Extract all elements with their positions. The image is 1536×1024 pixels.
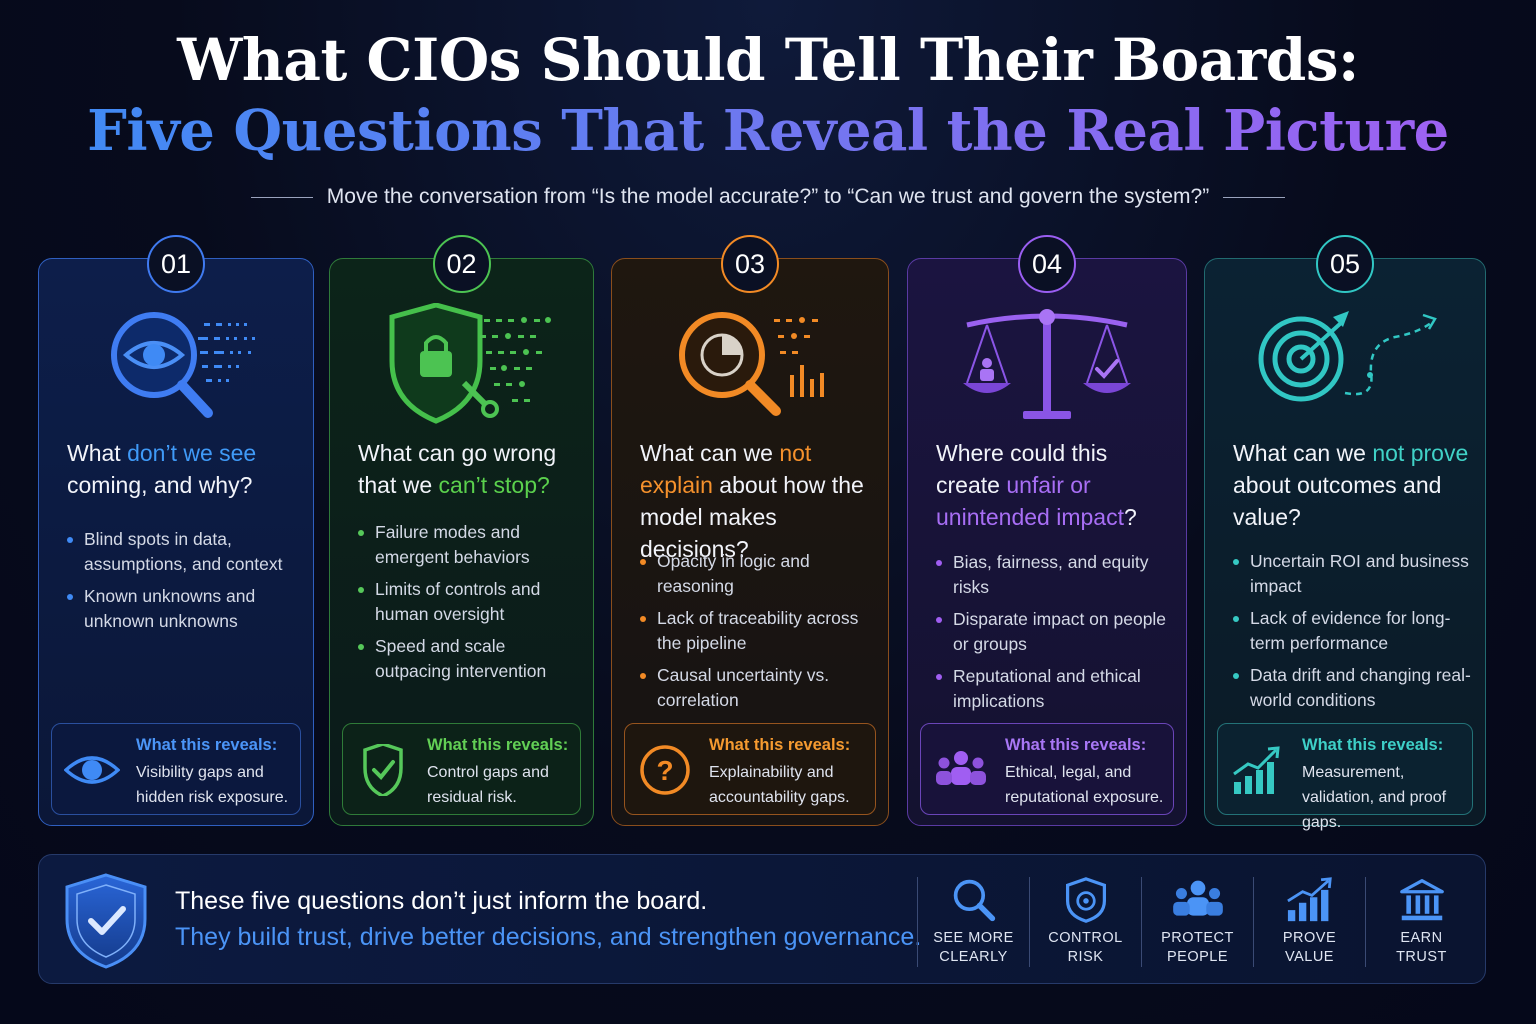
question-card-2: 02 What can go wrong that we can’t stop?…	[329, 235, 594, 826]
scales-icon	[908, 303, 1186, 433]
eye-icon	[64, 756, 120, 784]
question-text: What can we not explain about how the mo…	[640, 440, 864, 562]
shield-gear-icon	[1065, 877, 1106, 923]
question-card-3: 03 What can we not explain about how the…	[611, 235, 889, 826]
target-arrow-icon	[1205, 303, 1485, 433]
pillar-earn-trust: EARN TRUST	[1365, 877, 1477, 967]
bullet-list: Uncertain ROI and business impact Lack o…	[1233, 549, 1471, 720]
question-text: Where could this create unfair or uninte…	[936, 440, 1137, 530]
footer-line-1: These five questions don’t just inform t…	[175, 887, 708, 915]
pillar-prove-value: PROVE VALUE	[1253, 877, 1365, 967]
list-item: Lack of evidence for long-term performan…	[1233, 606, 1471, 655]
shield-check-icon	[65, 873, 147, 969]
list-item: Speed and scale outpacing intervention	[358, 634, 579, 683]
reveal-title: What this reveals:	[1302, 736, 1444, 754]
bullet-list: Opacity in logic and reasoning Lack of t…	[640, 549, 874, 720]
list-item: Reputational and ethical implications	[936, 664, 1172, 713]
page-title: What CIOs Should Tell Their Boards:	[177, 26, 1359, 94]
subtitle-row: Move the conversation from “Is the model…	[0, 182, 1536, 212]
question-card-1: 01 What don’t we see coming, and why? Bl…	[38, 235, 314, 826]
pillar-see-more-clearly: SEE MORE CLEARLY	[917, 877, 1029, 967]
pillar-label: SEE MORE CLEARLY	[933, 930, 1014, 965]
bullet-list: Blind spots in data, assumptions, and co…	[67, 527, 299, 641]
list-item: Data drift and changing real-world condi…	[1233, 663, 1471, 712]
question-highlight: not explain	[640, 440, 812, 498]
question-highlight: don’t we see	[127, 440, 257, 466]
list-item: Bias, fairness, and equity risks	[936, 550, 1172, 599]
bullet-list: Bias, fairness, and equity risks Dispara…	[936, 550, 1172, 721]
question-text: What can we not prove about outcomes and…	[1233, 440, 1469, 530]
magnifier-eye-icon	[39, 303, 313, 433]
shield-lock-icon	[330, 303, 593, 433]
question-card-5: 05 What can we not prove about outcomes …	[1204, 235, 1486, 831]
magnifier-chart-icon	[612, 303, 888, 433]
card-number-badge: 03	[721, 235, 779, 293]
bullet-list: Failure modes and emergent behaviors Lim…	[358, 520, 579, 691]
question-text: What can go wrong that we can’t stop?	[358, 440, 557, 498]
pillar-label: PROVE VALUE	[1282, 930, 1337, 965]
summary-footer: These five questions don’t just inform t…	[38, 854, 1486, 984]
card-number-badge: 01	[147, 235, 205, 293]
reveal-title: What this reveals:	[709, 736, 851, 754]
svg-text:?: ?	[656, 755, 673, 786]
card-number-badge: 04	[1018, 235, 1076, 293]
magnifier-icon	[953, 879, 995, 922]
reveal-box: What this reveals: Measurement, validati…	[1217, 723, 1473, 831]
growth-chart-icon	[1233, 746, 1280, 794]
reveal-box: ? What this reveals: Explainability and …	[624, 723, 876, 815]
pillar-label: CONTROL RISK	[1048, 930, 1123, 965]
divider-right	[1223, 196, 1286, 198]
bar-growth-icon	[1286, 877, 1332, 922]
list-item: Opacity in logic and reasoning	[640, 549, 874, 598]
reveal-text: Control gaps and residual risk.	[427, 764, 549, 806]
reveal-text: Measurement, validation, and proof gaps.	[1302, 764, 1447, 831]
pillars-row: SEE MORE CLEARLY CONTROL RISK PROTECT PE…	[917, 877, 1477, 967]
card-number-badge: 02	[432, 235, 491, 293]
question-highlight: not prove	[1372, 440, 1469, 466]
question-circle-icon: ?	[640, 745, 690, 795]
reveal-text: Ethical, legal, and reputational exposur…	[1005, 764, 1164, 806]
question-highlight: can’t stop?	[438, 472, 550, 498]
question-text: What don’t we see coming, and why?	[67, 440, 257, 498]
list-item: Lack of traceability across the pipeline	[640, 606, 874, 655]
list-item: Failure modes and emergent behaviors	[358, 520, 579, 569]
page-subtitle-heading: Five Questions That Reveal the Real Pict…	[0, 98, 1536, 164]
shield-check-icon	[363, 744, 403, 796]
reveal-box: What this reveals: Visibility gaps and h…	[51, 723, 301, 815]
footer-line-2: They build trust, drive better decisions…	[175, 923, 922, 951]
people-icon	[1172, 880, 1223, 916]
reveal-text: Visibility gaps and hidden risk exposure…	[136, 764, 289, 806]
card-number-badge: 05	[1316, 235, 1374, 293]
bank-building-icon	[1399, 879, 1444, 921]
list-item: Blind spots in data, assumptions, and co…	[67, 527, 299, 576]
subtitle: Move the conversation from “Is the model…	[326, 185, 1210, 208]
question-card-4: 04 Where could this create unfair or uni…	[907, 235, 1187, 826]
list-item: Disparate impact on people or groups	[936, 607, 1172, 656]
divider-left	[250, 196, 313, 198]
reveal-box: What this reveals: Ethical, legal, and r…	[920, 723, 1174, 815]
reveal-title: What this reveals:	[136, 736, 278, 754]
reveal-title: What this reveals:	[427, 736, 569, 754]
question-highlight: unfair or unintended impact	[936, 472, 1124, 530]
reveal-text: Explainability and accountability gaps.	[709, 764, 850, 806]
pillar-control-risk: CONTROL RISK	[1029, 877, 1141, 967]
pillar-label: PROTECT PEOPLE	[1161, 930, 1234, 965]
list-item: Limits of controls and human oversight	[358, 577, 579, 626]
reveal-title: What this reveals:	[1005, 736, 1147, 754]
list-item: Causal uncertainty vs. correlation	[640, 663, 874, 712]
people-group-icon	[936, 751, 986, 785]
pillar-label: EARN TRUST	[1396, 930, 1447, 965]
list-item: Known unknowns and unknown unknowns	[67, 584, 299, 633]
pillar-protect-people: PROTECT PEOPLE	[1141, 877, 1253, 967]
list-item: Uncertain ROI and business impact	[1233, 549, 1471, 598]
reveal-box: What this reveals: Control gaps and resi…	[342, 723, 581, 815]
